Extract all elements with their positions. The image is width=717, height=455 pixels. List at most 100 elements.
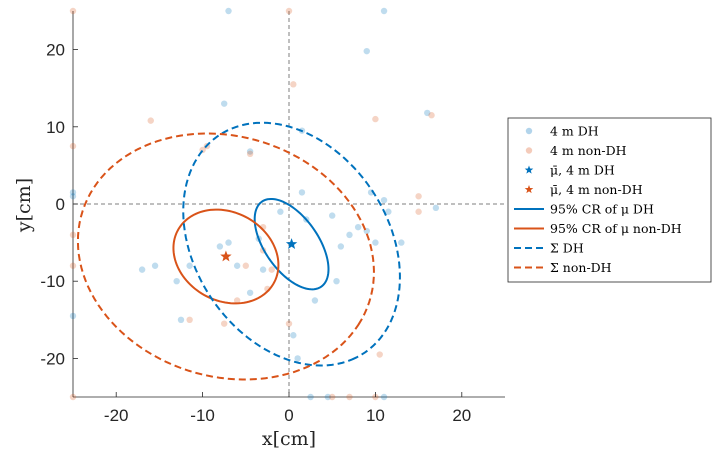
- data-point: [346, 231, 353, 239]
- legend-star-icon: [524, 165, 534, 174]
- data-point: [259, 266, 267, 273]
- data-point: [372, 115, 379, 123]
- legend-dot-icon: [525, 147, 533, 154]
- data-point: [173, 278, 180, 285]
- data-point: [329, 393, 336, 401]
- legend-box: [507, 117, 712, 283]
- data-point: [69, 231, 77, 239]
- data-point: [290, 81, 297, 88]
- x-axis-ticks: -20 -10 0 10 20: [104, 392, 471, 425]
- data-point: [354, 223, 362, 231]
- y-tick-label: -10: [40, 272, 65, 291]
- y-tick-label: 0: [56, 195, 65, 214]
- data-point: [225, 239, 232, 246]
- legend-label: Σ non-DH: [550, 260, 612, 275]
- y-tick-label: 10: [46, 118, 65, 137]
- data-point: [428, 112, 435, 119]
- x-axis-label: x[cm]: [262, 428, 316, 450]
- data-point: [246, 150, 254, 158]
- data-point: [225, 7, 232, 15]
- data-point: [221, 100, 228, 107]
- legend-label: 4 m non-DH: [550, 143, 627, 158]
- legend-label: μ̄, 4 m non-DH: [550, 182, 643, 197]
- data-point: [186, 316, 193, 323]
- data-point: [337, 243, 345, 250]
- data-point: [294, 355, 301, 362]
- legend-item: μ̄, 4 m DH: [524, 163, 615, 178]
- x-tick-label: 0: [284, 406, 293, 425]
- y-tick-label: 20: [46, 41, 65, 60]
- data-point: [285, 7, 293, 15]
- data-point: [147, 117, 154, 124]
- data-point: [69, 312, 77, 320]
- data-point: [285, 320, 293, 327]
- data-point: [307, 393, 314, 401]
- data-point: [151, 262, 159, 269]
- data-point: [177, 316, 185, 323]
- data-point: [69, 193, 77, 200]
- data-point: [424, 109, 431, 117]
- legend-label: Σ DH: [550, 241, 584, 256]
- data-point: [380, 7, 388, 15]
- y-axis-label: y[cm]: [13, 178, 35, 233]
- data-point: [324, 393, 332, 401]
- data-point: [233, 262, 241, 269]
- legend-item: 95% CR of μ DH: [514, 202, 654, 217]
- legend-item: Σ DH: [514, 241, 584, 256]
- x-tick-label: -10: [190, 406, 215, 425]
- data-point: [432, 204, 440, 212]
- series-dh-points: [69, 7, 440, 401]
- legend-item: Σ non-DH: [514, 260, 612, 275]
- legend-item: μ̄, 4 m non-DH: [524, 182, 643, 197]
- data-point: [246, 148, 254, 155]
- data-point: [385, 208, 392, 215]
- legend-label: μ̄, 4 m DH: [550, 163, 615, 178]
- legend-label: 4 m DH: [550, 124, 599, 139]
- y-axis-ticks: -20 -10 0 10 20: [40, 41, 78, 368]
- legend-label: 95% CR of μ DH: [550, 202, 654, 217]
- legend-label: 95% CR of μ non-DH: [550, 221, 682, 236]
- data-point: [233, 297, 241, 304]
- data-point: [376, 351, 383, 358]
- data-point: [290, 332, 297, 339]
- legend-item: 4 m non-DH: [525, 143, 627, 158]
- x-tick-label: 20: [452, 406, 471, 425]
- mean-star-marker: [285, 238, 298, 249]
- confidence-region-ellipse: [172, 208, 280, 305]
- data-point: [346, 393, 353, 401]
- data-point: [311, 297, 319, 304]
- data-point: [216, 243, 224, 250]
- data-point: [398, 239, 405, 246]
- data-point: [380, 393, 388, 401]
- data-point: [268, 266, 275, 273]
- data-point: [69, 7, 77, 15]
- plot-area: [69, 7, 505, 401]
- confidence-region-ellipse: [253, 197, 330, 291]
- x-tick-label: 10: [366, 406, 385, 425]
- data-point: [415, 193, 422, 200]
- data-point: [221, 320, 228, 327]
- data-point: [69, 262, 77, 269]
- data-point: [415, 208, 422, 215]
- legend: 4 m DH 4 m non-DH μ̄, 4 m DH μ̄, 4 m non-DH…: [507, 117, 712, 283]
- data-point: [380, 196, 388, 204]
- legend-item: 95% CR of μ non-DH: [514, 221, 682, 236]
- data-point: [333, 278, 340, 285]
- mean-star-marker: [220, 250, 232, 262]
- legend-dot-icon: [525, 127, 533, 135]
- data-point: [69, 189, 77, 196]
- data-point: [138, 266, 146, 273]
- x-tick-label: -20: [104, 406, 129, 425]
- data-point: [329, 212, 336, 219]
- data-point: [242, 262, 249, 269]
- data-point: [69, 142, 77, 150]
- y-tick-label: -20: [40, 349, 65, 368]
- data-point: [246, 289, 254, 296]
- data-point: [277, 208, 284, 215]
- data-point: [69, 393, 77, 401]
- data-point: [363, 47, 370, 55]
- data-point: [186, 262, 193, 269]
- legend-item: 4 m DH: [525, 124, 599, 139]
- legend-star-icon: [524, 185, 534, 194]
